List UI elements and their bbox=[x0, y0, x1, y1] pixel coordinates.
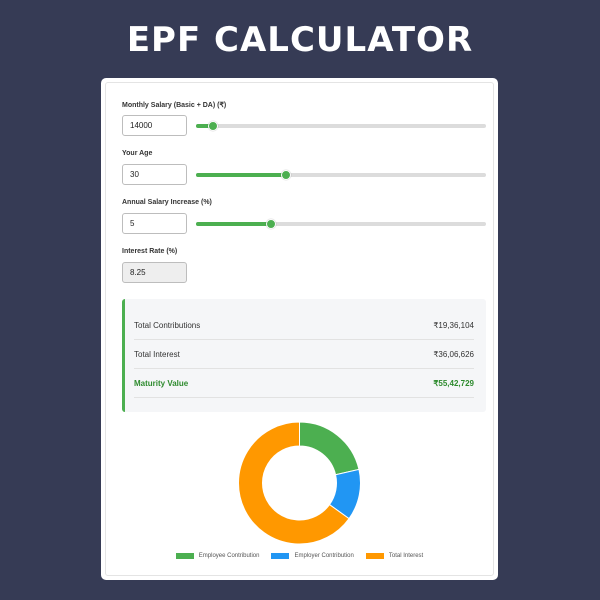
salary-slider-track bbox=[196, 124, 486, 128]
total-contributions-row: Total Contributions ₹19,36,104 bbox=[134, 311, 474, 340]
calculator-card: Monthly Salary (Basic + DA) (₹) 14000 Yo… bbox=[101, 78, 498, 580]
maturity-value-row: Maturity Value ₹55,42,729 bbox=[134, 369, 474, 398]
total-interest-label: Total Interest bbox=[134, 350, 180, 359]
salary-slider-fill bbox=[196, 124, 214, 128]
interest-rate-label: Interest Rate (%) bbox=[122, 248, 178, 255]
total-contributions-label: Total Contributions bbox=[134, 321, 201, 330]
legend-item-employee-contribution[interactable]: Employee Contribution bbox=[175, 553, 260, 559]
maturity-value-amount: ₹55,42,729 bbox=[433, 379, 474, 388]
page-title: EPF CALCULATOR bbox=[126, 20, 474, 60]
age-slider[interactable] bbox=[196, 169, 486, 181]
salary-slider-thumb[interactable] bbox=[208, 121, 219, 131]
legend-label: Employer Contribution bbox=[294, 553, 354, 559]
salary-label: Monthly Salary (Basic + DA) (₹) bbox=[122, 102, 227, 109]
chart-legend: Employee Contribution Employer Contributi… bbox=[106, 553, 493, 559]
legend-item-employer-contribution[interactable]: Employer Contribution bbox=[271, 553, 354, 559]
slice-total-interest[interactable] bbox=[238, 421, 350, 545]
legend-swatch bbox=[271, 553, 290, 559]
age-input[interactable]: 30 bbox=[122, 164, 187, 185]
salary-slider[interactable] bbox=[196, 120, 486, 132]
legend-item-total-interest[interactable]: Total Interest bbox=[365, 553, 424, 559]
doughnut-chart bbox=[238, 421, 361, 545]
increase-slider-track bbox=[196, 222, 486, 226]
age-slider-thumb[interactable] bbox=[280, 170, 291, 180]
total-interest-row: Total Interest ₹36,06,626 bbox=[134, 340, 474, 369]
legend-swatch bbox=[365, 553, 384, 559]
age-slider-fill bbox=[196, 173, 286, 177]
legend-label: Total Interest bbox=[388, 553, 424, 559]
age-slider-track bbox=[196, 173, 486, 177]
age-label: Your Age bbox=[122, 150, 153, 157]
slice-employee-contribution[interactable] bbox=[299, 421, 360, 476]
salary-input[interactable]: 14000 bbox=[122, 115, 187, 136]
legend-swatch bbox=[175, 553, 194, 559]
increase-input[interactable]: 5 bbox=[122, 213, 187, 234]
increase-label: Annual Salary Increase (%) bbox=[122, 199, 212, 206]
total-contributions-value: ₹19,36,104 bbox=[433, 321, 474, 330]
chart-area bbox=[106, 417, 493, 547]
interest-rate-input: 8.25 bbox=[122, 262, 187, 283]
legend-label: Employee Contribution bbox=[198, 553, 260, 559]
increase-slider[interactable] bbox=[196, 218, 486, 230]
increase-slider-thumb[interactable] bbox=[266, 219, 277, 229]
maturity-value-label: Maturity Value bbox=[134, 379, 189, 388]
total-interest-value: ₹36,06,626 bbox=[433, 350, 474, 359]
increase-slider-fill bbox=[196, 222, 272, 226]
results-panel: Total Contributions ₹19,36,104 Total Int… bbox=[122, 299, 486, 412]
calculator-panel: Monthly Salary (Basic + DA) (₹) 14000 Yo… bbox=[105, 82, 494, 576]
